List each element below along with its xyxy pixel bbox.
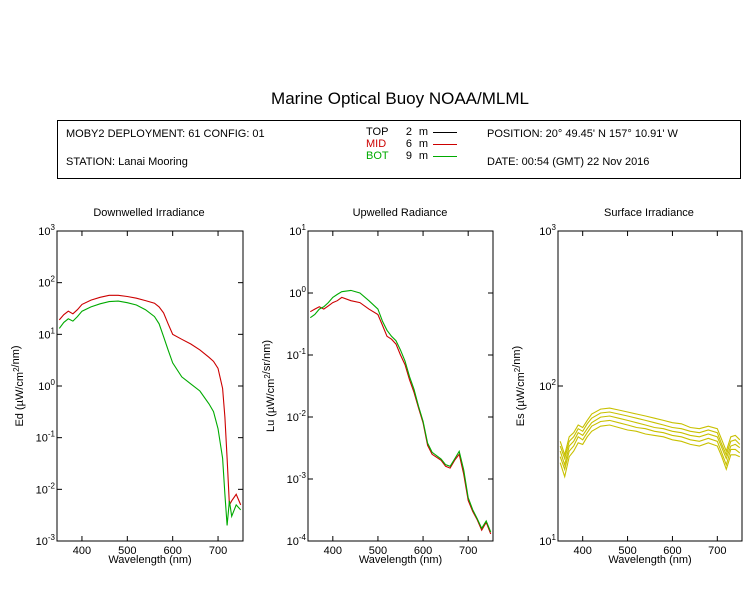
panel-title: Surface Irradiance [604, 207, 694, 219]
y-tick-label: 100 [38, 378, 55, 393]
series-group [58, 294, 242, 526]
legend-bot-line [433, 156, 457, 157]
y-tick-label: 101 [289, 223, 306, 238]
panel-title: Upwelled Radiance [353, 207, 448, 219]
legend-entry-top: TOP 2 m [366, 126, 457, 138]
date-text: DATE: 00:54 (GMT) 22 Nov 2016 [487, 156, 650, 168]
chart-panel-3: Surface Irradiance 400 500 600 700 101 102 103 W… [511, 207, 743, 566]
x-axis-label: Wavelength (nm) [108, 554, 191, 566]
x-tick-label: 500 [118, 545, 136, 557]
series-line-es-1 [559, 407, 741, 457]
y-tick-label: 10-1 [36, 430, 56, 445]
series-line-mid [310, 296, 492, 535]
legend-entry-mid: MID 6 m [366, 138, 457, 150]
legend-bot-unit: m [418, 150, 428, 162]
legend-mid-value: 6 [405, 138, 412, 150]
x-tick-label: 400 [324, 545, 342, 557]
x-tick-label: 400 [574, 545, 592, 557]
series-line-es-2 [559, 411, 741, 461]
y-tick-label: 10-1 [287, 347, 307, 362]
deployment-text: MOBY2 DEPLOYMENT: 61 CONFIG: 01 [66, 128, 265, 140]
series-line-mid [58, 294, 242, 507]
series-line-es-4 [559, 419, 741, 472]
y-tick-label: 10-2 [287, 409, 307, 424]
series-group [559, 407, 741, 479]
y-tick-label: 103 [38, 223, 55, 238]
series-line-bot [58, 300, 242, 526]
y-tick-label: 102 [38, 275, 55, 290]
legend-mid-line [433, 144, 457, 145]
legend-bot-value: 9 [405, 150, 412, 162]
series-group [309, 289, 492, 535]
legend-top-value: 2 [405, 126, 412, 138]
plot-frame [557, 230, 743, 542]
y-tick-label: 10-3 [287, 471, 307, 486]
x-tick-label: 600 [663, 545, 681, 557]
y-tick-label: 100 [289, 285, 306, 300]
legend-top-name: TOP [366, 126, 389, 138]
y-axis-label: Lu (µW/cm2/sr/nm) [261, 340, 277, 432]
y-tick-label: 10-2 [36, 481, 56, 496]
x-axis-label: Wavelength (nm) [608, 554, 691, 566]
x-tick-label: 400 [73, 545, 91, 557]
legend-top-line [433, 132, 457, 133]
position-text: POSITION: 20° 49.45' N 157° 10.91' W [487, 128, 678, 140]
y-tick-label: 102 [539, 378, 556, 393]
chart-panel-2: Upwelled Radiance 400 500 600 700 10-4 10-3 10-… [261, 207, 494, 566]
x-tick-label: 500 [369, 545, 387, 557]
x-tick-label: 700 [209, 545, 227, 557]
y-tick-label: 10-4 [287, 533, 307, 548]
x-tick-label: 700 [708, 545, 726, 557]
station-text: STATION: Lanai Mooring [66, 156, 188, 168]
y-axis-label: Es (µW/cm2/nm) [511, 346, 527, 426]
legend-mid-unit: m [418, 138, 428, 150]
legend-top-unit: m [418, 126, 428, 138]
x-tick-label: 600 [414, 545, 432, 557]
plot-frame [56, 230, 244, 542]
y-tick-label: 103 [539, 223, 556, 238]
y-tick-label: 101 [539, 533, 556, 548]
y-tick-label: 101 [38, 326, 55, 341]
legend-mid-name: MID [366, 138, 387, 150]
x-axis-label: Wavelength (nm) [359, 554, 442, 566]
x-tick-label: 600 [164, 545, 182, 557]
series-line-es-5 [559, 424, 741, 479]
legend-entry-bot: BOT 9 m [366, 150, 457, 162]
panel-title: Downwelled Irradiance [93, 207, 204, 219]
plot-frame [307, 230, 494, 542]
x-tick-label: 700 [459, 545, 477, 557]
legend-bot-name: BOT [366, 150, 389, 162]
y-tick-label: 10-3 [36, 533, 56, 548]
info-box: MOBY2 DEPLOYMENT: 61 CONFIG: 01 STATION:… [57, 120, 741, 179]
x-tick-label: 500 [618, 545, 636, 557]
chart-panel-1: Downwelled Irradiance 400 500 600 700 10-3 10-… [10, 207, 244, 566]
series-line-es-3 [559, 415, 741, 467]
chart-title: Marine Optical Buoy NOAA/MLML [271, 89, 529, 108]
y-axis-label: Ed (µW/cm2/nm) [10, 345, 26, 426]
series-line-bot [309, 289, 492, 533]
